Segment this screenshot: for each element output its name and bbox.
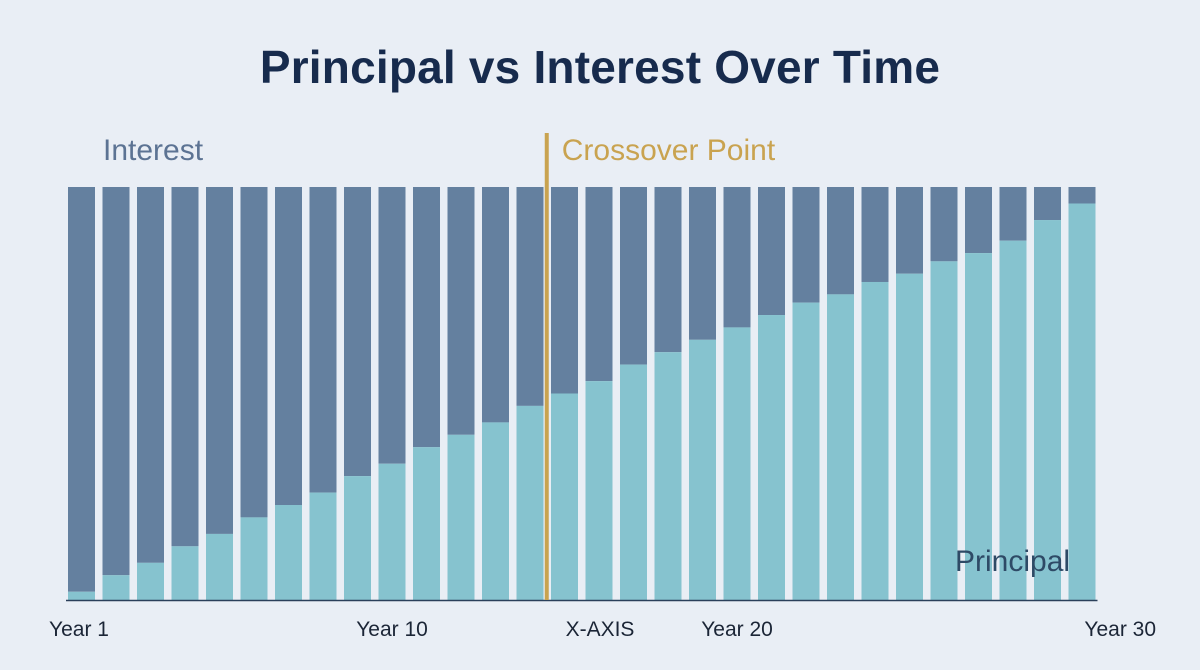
bar-principal-19 [689, 339, 716, 600]
bar-principal-22 [792, 302, 820, 600]
x-tick-label: Year 1 [49, 618, 109, 641]
bar-interest-11 [413, 187, 440, 448]
bar-interest-6 [240, 187, 268, 518]
bar-principal-7 [275, 505, 302, 600]
bar-principal-20 [723, 327, 751, 600]
bar-interest-8 [309, 187, 337, 493]
bar-principal-2 [102, 575, 130, 600]
bar-interest-7 [275, 187, 302, 506]
bars-group [68, 187, 1096, 601]
bar-principal-11 [413, 447, 440, 600]
series-label-interest: Interest [103, 134, 204, 167]
bar-interest-1 [68, 187, 95, 592]
x-tick-label: Year 20 [701, 618, 773, 641]
bar-interest-25 [896, 187, 923, 274]
bar-interest-26 [930, 187, 958, 262]
bar-principal-25 [896, 273, 923, 600]
bar-principal-1 [68, 591, 95, 600]
bar-principal-15 [551, 393, 578, 600]
bar-principal-14 [516, 405, 544, 600]
bar-principal-4 [171, 546, 199, 600]
bar-interest-4 [171, 187, 199, 547]
x-tick-labels: Year 1 Year 10 X-AXIS Year 20 Year 30 [49, 618, 1156, 641]
bar-interest-27 [965, 187, 992, 254]
bar-interest-17 [620, 187, 647, 365]
bar-interest-10 [378, 187, 406, 464]
chart-title: Principal vs Interest Over Time [259, 41, 941, 93]
bar-interest-22 [792, 187, 820, 303]
bar-principal-16 [585, 381, 613, 600]
bar-interest-30 [1068, 187, 1096, 204]
x-tick-label: Year 10 [356, 618, 428, 641]
bar-interest-28 [999, 187, 1027, 241]
bar-principal-3 [137, 562, 164, 600]
bar-principal-5 [206, 533, 233, 600]
x-tick-label: Year 30 [1084, 618, 1156, 641]
bar-interest-24 [861, 187, 889, 282]
bar-interest-18 [654, 187, 682, 353]
bar-interest-14 [516, 187, 544, 406]
bar-principal-10 [378, 463, 406, 600]
bar-interest-16 [585, 187, 613, 382]
bar-principal-6 [240, 517, 268, 600]
bar-principal-8 [309, 492, 337, 600]
bar-principal-30 [1068, 203, 1096, 600]
x-tick-label: X-AXIS [566, 618, 635, 641]
series-label-principal: Principal [955, 545, 1070, 578]
bar-principal-28 [999, 240, 1027, 600]
bar-principal-21 [758, 315, 785, 600]
bar-principal-13 [482, 422, 509, 600]
bar-interest-5 [206, 187, 233, 534]
bar-interest-20 [723, 187, 751, 328]
bar-interest-9 [344, 187, 371, 477]
bar-principal-29 [1034, 220, 1061, 601]
bar-interest-12 [447, 187, 475, 435]
bar-interest-15 [551, 187, 578, 394]
bar-interest-23 [827, 187, 854, 295]
crossover-label: Crossover Point [562, 134, 776, 167]
bar-principal-27 [965, 253, 992, 600]
bar-interest-29 [1034, 187, 1061, 221]
bar-interest-19 [689, 187, 716, 340]
bar-interest-3 [137, 187, 164, 563]
bar-interest-2 [102, 187, 130, 576]
bar-principal-18 [654, 352, 682, 600]
bar-principal-9 [344, 476, 371, 600]
bar-principal-12 [447, 434, 475, 600]
bar-principal-26 [930, 261, 958, 600]
bar-interest-13 [482, 187, 509, 423]
bar-principal-23 [827, 294, 854, 600]
bar-principal-17 [620, 364, 647, 600]
bar-interest-21 [758, 187, 785, 316]
bar-principal-24 [861, 281, 889, 600]
